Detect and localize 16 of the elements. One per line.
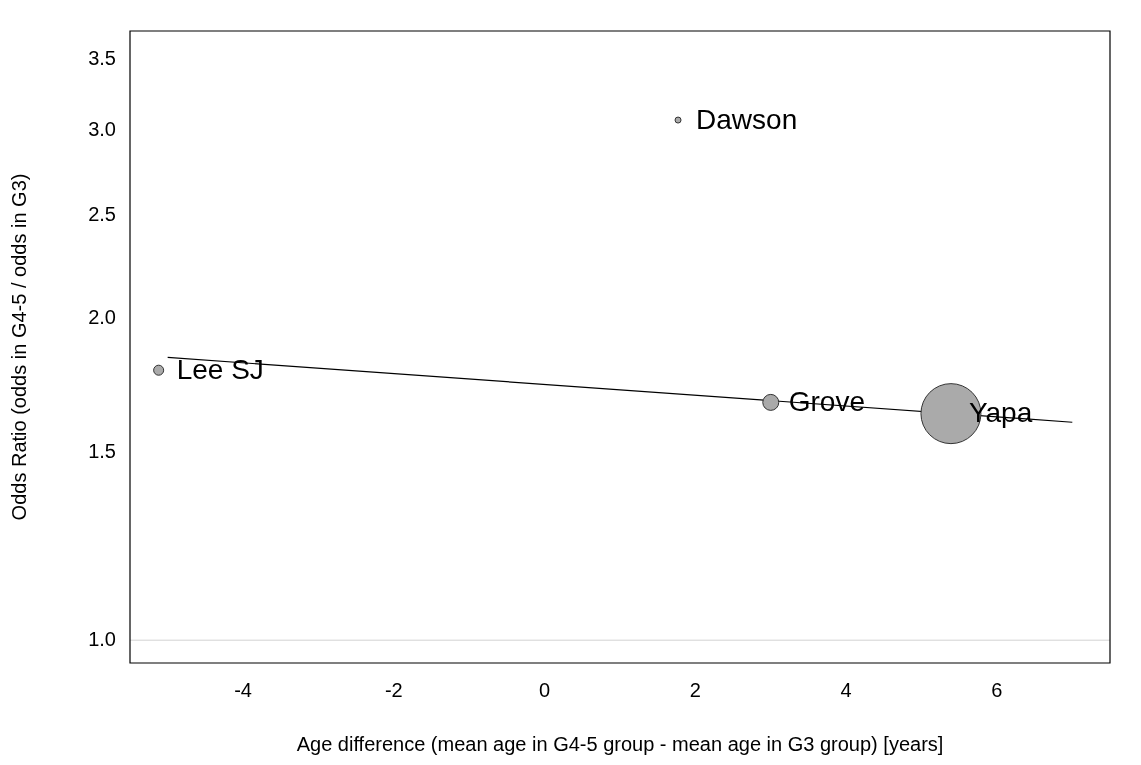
- y-tick-label: 2.5: [88, 202, 116, 225]
- x-tick-label: 2: [689, 678, 701, 701]
- x-tick-label: 4: [840, 678, 852, 701]
- x-tick-label: 6: [991, 678, 1003, 701]
- y-tick-label: 3.5: [88, 46, 116, 69]
- y-tick-label: 3.0: [88, 118, 116, 141]
- annotation: Lee SJ: [176, 353, 264, 385]
- y-tick-label: 2.0: [88, 306, 116, 329]
- x-tick-label: -2: [384, 678, 403, 701]
- y-tick-label: 1.0: [88, 627, 116, 650]
- x-axis-title: Age difference (mean age in G4-5 group - mean age in G3 group) [years]: [296, 732, 944, 755]
- annotation: Dawson: [696, 103, 798, 135]
- x-tick-label: -4: [234, 678, 252, 701]
- x-tick-label: 0: [539, 678, 551, 701]
- y-axis-title: Odds Ratio (odds in G4-5 / odds in G3): [7, 173, 30, 521]
- y-tick-label: 1.5: [88, 439, 116, 462]
